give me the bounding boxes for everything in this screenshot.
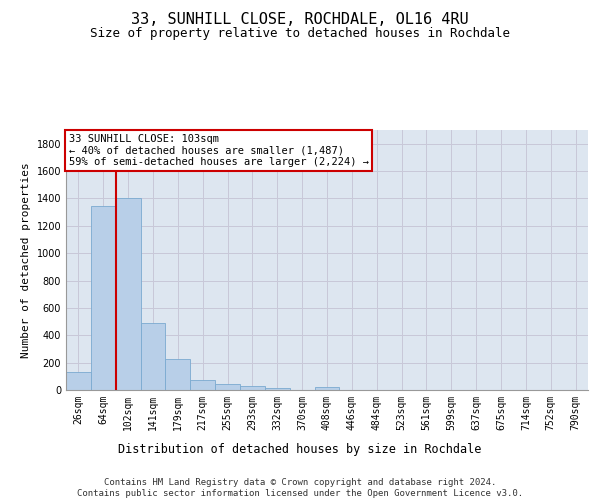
Text: Contains HM Land Registry data © Crown copyright and database right 2024.
Contai: Contains HM Land Registry data © Crown c… xyxy=(77,478,523,498)
Y-axis label: Number of detached properties: Number of detached properties xyxy=(21,162,31,358)
Text: 33, SUNHILL CLOSE, ROCHDALE, OL16 4RU: 33, SUNHILL CLOSE, ROCHDALE, OL16 4RU xyxy=(131,12,469,28)
Bar xyxy=(215,384,240,390)
Bar xyxy=(190,380,215,390)
Bar xyxy=(66,372,91,390)
Bar xyxy=(91,206,116,390)
Bar xyxy=(240,386,265,390)
Text: Distribution of detached houses by size in Rochdale: Distribution of detached houses by size … xyxy=(118,442,482,456)
Text: Size of property relative to detached houses in Rochdale: Size of property relative to detached ho… xyxy=(90,28,510,40)
Bar xyxy=(166,359,190,390)
Bar xyxy=(265,388,290,390)
Bar xyxy=(140,323,166,390)
Bar xyxy=(116,198,140,390)
Text: 33 SUNHILL CLOSE: 103sqm
← 40% of detached houses are smaller (1,487)
59% of sem: 33 SUNHILL CLOSE: 103sqm ← 40% of detach… xyxy=(68,134,368,167)
Bar xyxy=(314,388,340,390)
